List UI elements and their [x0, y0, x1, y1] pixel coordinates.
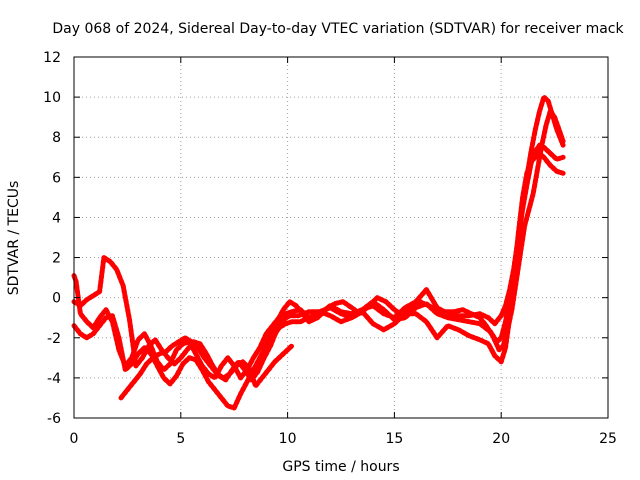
- y-tick-label: -4: [47, 371, 61, 387]
- y-tick-label: 0: [52, 291, 61, 307]
- x-tick-label: 0: [70, 431, 79, 447]
- series-track-3: [71, 150, 566, 411]
- series-layer: [71, 94, 566, 411]
- x-tick-label: 10: [279, 431, 297, 447]
- plot-frame: [73, 56, 609, 419]
- y-tick-label: 10: [43, 90, 61, 106]
- y-tick-labels: -6 -4 -2 0 2 4 6 8 10 12: [43, 50, 61, 427]
- x-tick-label: 25: [599, 431, 617, 447]
- x-tick-label: 15: [385, 431, 403, 447]
- axis-ticks: [73, 56, 609, 419]
- y-axis-label: SDTVAR / TECUs: [6, 181, 22, 296]
- x-axis-label: GPS time / hours: [282, 459, 399, 475]
- y-tick-label: 2: [52, 251, 61, 267]
- y-tick-label: 4: [52, 210, 61, 226]
- x-tick-labels: 0 5 10 15 20 25: [70, 431, 617, 447]
- y-tick-label: 8: [52, 130, 61, 146]
- y-tick-label: 6: [52, 170, 61, 186]
- y-tick-label: -6: [47, 411, 61, 427]
- x-tick-label: 5: [176, 431, 185, 447]
- x-tick-label: 20: [492, 431, 510, 447]
- y-tick-label: -2: [47, 331, 61, 347]
- series-track-5: [261, 108, 566, 353]
- chart-title: Day 068 of 2024, Sidereal Day-to-day VTE…: [52, 21, 624, 37]
- series-track-2: [71, 142, 566, 383]
- y-tick-label: 12: [43, 50, 61, 66]
- series-track-4: [118, 335, 295, 401]
